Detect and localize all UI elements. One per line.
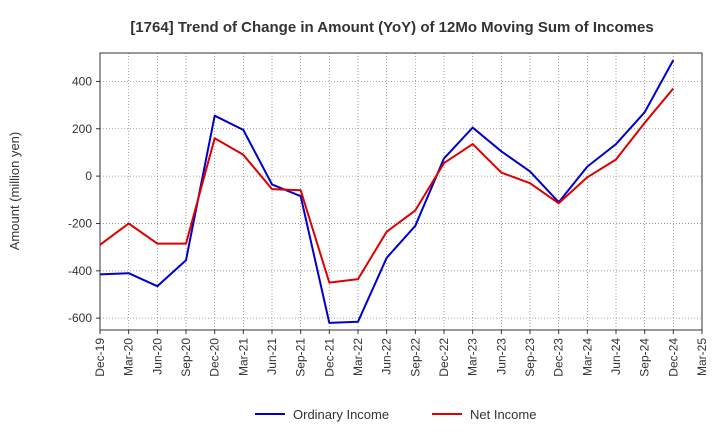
y-tick-label: -200 bbox=[68, 216, 92, 230]
x-tick-label: Mar-24 bbox=[580, 338, 594, 376]
x-tick-label: Dec-23 bbox=[552, 338, 566, 377]
y-tick-label: 400 bbox=[72, 74, 92, 88]
x-tick-label: Jun-24 bbox=[609, 338, 623, 375]
x-tick-label: Sep-21 bbox=[294, 338, 308, 377]
legend: Ordinary Income Net Income bbox=[255, 407, 536, 422]
x-tick-label: Sep-22 bbox=[408, 338, 422, 377]
x-tick-label: Jun-21 bbox=[265, 338, 279, 375]
series-line-net-income bbox=[99, 87, 675, 284]
x-tick-label: Dec-21 bbox=[322, 338, 336, 377]
x-tick-label: Dec-19 bbox=[93, 338, 107, 377]
legend-label: Ordinary Income bbox=[293, 407, 389, 422]
x-tick-label: Mar-21 bbox=[236, 338, 250, 376]
y-tick-label: 200 bbox=[72, 122, 92, 136]
x-tick-label: Sep-23 bbox=[523, 338, 537, 377]
x-tick-label: Jun-23 bbox=[494, 338, 508, 375]
x-tick-label: Dec-20 bbox=[208, 338, 222, 377]
y-tick-label: -600 bbox=[68, 311, 92, 325]
grid bbox=[99, 52, 703, 331]
x-tick-label: Dec-24 bbox=[666, 338, 680, 377]
x-tick-label: Jun-20 bbox=[150, 338, 164, 375]
y-tick-label: -400 bbox=[68, 264, 92, 278]
x-axis-ticks: Dec-19 Mar-20 Jun-20 Sep-20 Dec-20 Mar-21 Jun-… bbox=[93, 330, 709, 377]
y-axis-ticks: 400 200 0 -200 -400 -600 bbox=[68, 74, 100, 325]
x-tick-label: Mar-25 bbox=[695, 338, 709, 376]
chart-title: [1764] Trend of Change in Amount (YoY) o… bbox=[130, 19, 653, 36]
x-tick-label: Jun-22 bbox=[380, 338, 394, 375]
x-tick-label: Sep-20 bbox=[179, 338, 193, 377]
y-tick-label: 0 bbox=[85, 169, 92, 183]
series bbox=[99, 59, 675, 324]
x-tick-label: Dec-22 bbox=[437, 338, 451, 377]
plot-frame bbox=[99, 52, 703, 331]
x-tick-label: Mar-22 bbox=[351, 338, 365, 376]
x-tick-label: Sep-24 bbox=[638, 338, 652, 377]
legend-label: Net Income bbox=[470, 407, 536, 422]
x-tick-label: Mar-23 bbox=[466, 338, 480, 376]
x-tick-label: Mar-20 bbox=[122, 338, 136, 376]
y-axis-label: Amount (million yen) bbox=[7, 132, 22, 251]
